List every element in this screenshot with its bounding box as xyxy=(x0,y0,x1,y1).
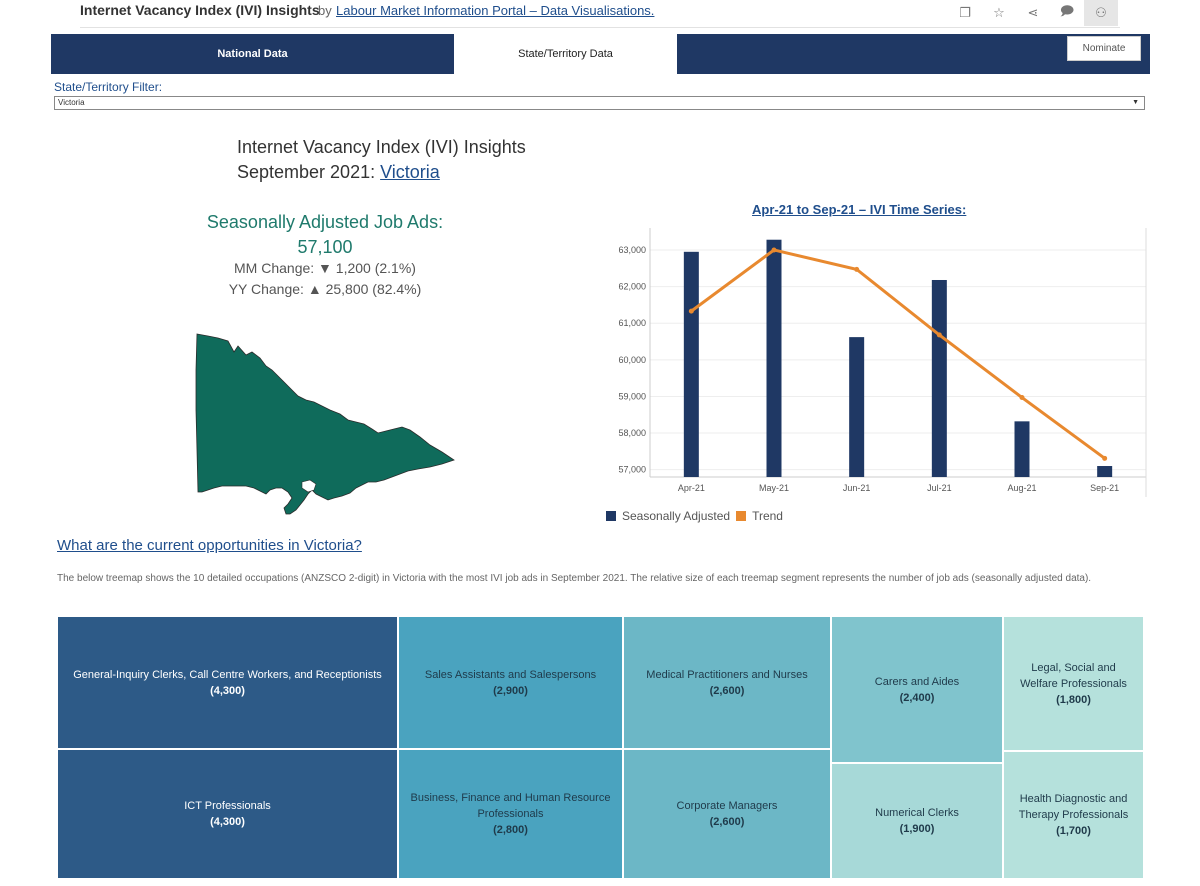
trend-point xyxy=(936,332,942,338)
comment-icon[interactable]: 🗩 xyxy=(1059,3,1075,18)
star-icon[interactable]: ☆ xyxy=(993,5,1005,20)
trend-point xyxy=(1019,395,1025,401)
y-tick-label: 58,000 xyxy=(618,428,646,438)
legend-swatch-trend xyxy=(736,511,747,521)
x-tick-label: Jun-21 xyxy=(843,483,871,493)
treemap-label: Legal, Social and Welfare Professionals xyxy=(1020,661,1127,690)
bar-seasonally-adjusted xyxy=(1014,421,1030,477)
treemap-label: Medical Practitioners and Nurses xyxy=(646,668,808,681)
treemap-count: (1,700) xyxy=(1056,825,1091,837)
chart-title: Apr-21 to Sep-21 – IVI Time Series: xyxy=(752,202,967,217)
trend-point xyxy=(1102,455,1108,461)
page-title-line2: September 2021: Victoria xyxy=(237,160,526,185)
treemap-cell[interactable]: Medical Practitioners and Nurses (2,600) xyxy=(623,616,831,749)
treemap-label: ICT Professionals xyxy=(184,800,271,812)
treemap-cell[interactable]: Legal, Social and Welfare Professionals … xyxy=(1003,616,1144,751)
y-tick-label: 63,000 xyxy=(618,245,646,255)
treemap-label: Sales Assistants and Salespersons xyxy=(424,668,597,681)
top-header: Internet Vacancy Index (IVI) Insights by… xyxy=(0,0,1200,28)
treemap-label: Carers and Aides xyxy=(874,675,960,688)
page-title: Internet Vacancy Index (IVI) Insights Se… xyxy=(237,135,526,185)
y-tick-label: 60,000 xyxy=(618,355,646,365)
y-tick-label: 57,000 xyxy=(618,465,646,475)
mm-change: MM Change: ▼ 1,200 (2.1%) xyxy=(234,260,416,276)
treemap-count: (1,900) xyxy=(899,823,935,835)
tab-state-territory-data[interactable]: State/Territory Data xyxy=(454,34,677,74)
share-icon[interactable]: ⋖ xyxy=(1027,5,1039,20)
x-tick-label: May-21 xyxy=(759,483,789,493)
state-filter-select[interactable]: Victoria ▼ xyxy=(54,96,1145,110)
treemap-label: General-Inquiry Clerks, Call Centre Work… xyxy=(73,668,382,681)
dropdown-arrow-icon[interactable]: ▼ xyxy=(1132,99,1139,106)
viz-title: Internet Vacancy Index (IVI) Insights xyxy=(80,2,320,18)
award-icon[interactable]: ⚇ xyxy=(1084,0,1118,26)
tab-bar: National Data State/Territory Data Nomin… xyxy=(51,34,1150,74)
trend-line xyxy=(690,248,1106,460)
bar-seasonally-adjusted xyxy=(683,251,699,477)
title-place-link[interactable]: Victoria xyxy=(380,162,440,182)
legend-swatch-seasonally-adjusted xyxy=(606,511,616,521)
treemap-count: (2,400) xyxy=(899,691,935,704)
y-tick-label: 61,000 xyxy=(618,318,646,328)
x-tick-label: Apr-21 xyxy=(678,483,705,493)
treemap-count: (2,900) xyxy=(493,684,528,697)
summary-label: Seasonally Adjusted Job Ads: xyxy=(206,212,444,232)
chart-legend: Seasonally Adjusted Trend xyxy=(606,509,783,523)
treemap-cell[interactable]: Carers and Aides (2,400) xyxy=(831,616,1003,763)
treemap-label: Health Diagnostic and Therapy Profession… xyxy=(1018,793,1129,821)
x-tick-label: Sep-21 xyxy=(1090,483,1119,493)
treemap-cell[interactable]: Corporate Managers (2,600) xyxy=(623,749,831,879)
summary-block: Seasonally Adjusted Job Ads: 57,100 MM C… xyxy=(190,212,460,300)
treemap-count: (4,300) xyxy=(210,816,245,828)
treemap-cell[interactable]: General-Inquiry Clerks, Call Centre Work… xyxy=(57,616,398,749)
treemap-count: (4,300) xyxy=(210,684,245,697)
treemap-cell[interactable]: Sales Assistants and Salespersons (2,900… xyxy=(398,616,623,749)
victoria-map xyxy=(195,333,455,515)
yy-change: YY Change: ▲ 25,800 (82.4%) xyxy=(228,281,422,297)
tab-national-data[interactable]: National Data xyxy=(217,48,288,60)
trend-point xyxy=(688,308,694,314)
treemap-count: (1,800) xyxy=(1056,693,1091,706)
x-tick-label: Aug-21 xyxy=(1007,483,1036,493)
title-date: September 2021: xyxy=(237,162,376,182)
legend-seasonally-adjusted: Seasonally Adjusted xyxy=(622,509,731,523)
treemap-label: Numerical Clerks xyxy=(875,807,959,819)
occupations-treemap: General-Inquiry Clerks, Call Centre Work… xyxy=(57,616,1144,879)
bar-seasonally-adjusted xyxy=(1097,466,1113,477)
copy-icon[interactable]: ❐ xyxy=(959,5,971,20)
treemap-cell[interactable]: ICT Professionals (4,300) xyxy=(57,749,398,879)
page-title-line1: Internet Vacancy Index (IVI) Insights xyxy=(237,137,526,157)
treemap-count: (2,800) xyxy=(493,824,528,836)
bar-seasonally-adjusted xyxy=(931,279,947,477)
trend-point xyxy=(854,266,860,272)
bar-seasonally-adjusted xyxy=(849,337,865,477)
victoria-shape xyxy=(195,333,455,515)
treemap-label: Corporate Managers xyxy=(676,800,778,812)
treemap-cell[interactable]: Health Diagnostic and Therapy Profession… xyxy=(1003,751,1144,879)
y-tick-label: 62,000 xyxy=(618,282,646,292)
filter-value: Victoria xyxy=(58,98,85,107)
nominate-button[interactable]: Nominate xyxy=(1067,36,1141,61)
trend-point xyxy=(771,247,777,253)
bar-seasonally-adjusted xyxy=(766,239,782,477)
by-label: by xyxy=(318,3,332,18)
treemap-count: (2,600) xyxy=(709,816,745,828)
author-link[interactable]: Labour Market Information Portal – Data … xyxy=(336,3,655,18)
treemap-cell[interactable]: Business, Finance and Human Resource Pro… xyxy=(398,749,623,879)
header-icons: ❐ ☆ ⋖ 🗩 ⚇ xyxy=(948,0,1118,26)
opportunities-description: The below treemap shows the 10 detailed … xyxy=(57,573,1092,584)
x-tick-label: Jul-21 xyxy=(927,483,952,493)
legend-trend: Trend xyxy=(752,509,783,523)
summary-value: 57,100 xyxy=(297,237,353,257)
header-divider xyxy=(80,27,1120,28)
treemap-count: (2,600) xyxy=(709,684,745,697)
y-tick-label: 59,000 xyxy=(618,391,646,401)
opportunities-title[interactable]: What are the current opportunities in Vi… xyxy=(57,537,362,554)
treemap-label: Business, Finance and Human Resource Pro… xyxy=(410,792,611,820)
port-phillip-bay xyxy=(301,479,317,493)
treemap-cell[interactable]: Numerical Clerks (1,900) xyxy=(831,763,1003,879)
filter-label: State/Territory Filter: xyxy=(54,80,163,94)
ivi-time-series-chart: 57,000 58,000 59,000 60,000 61,000 62,000 63,0… xyxy=(618,228,1147,497)
